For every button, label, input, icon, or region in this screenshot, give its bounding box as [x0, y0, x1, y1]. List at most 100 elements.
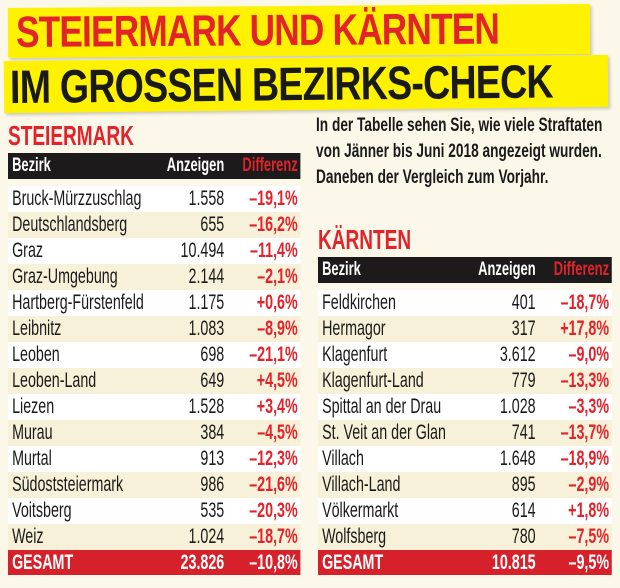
difference: –21,1%	[249, 343, 298, 366]
reports-count: 1.175	[188, 291, 225, 314]
difference: +4,5%	[256, 369, 298, 392]
reports-count: 986	[200, 473, 225, 496]
difference: –8,9%	[257, 317, 298, 340]
table-row: Hermagor 317 +17,8%	[318, 316, 612, 342]
reports-count: 913	[200, 447, 225, 470]
reports-count: 614	[511, 499, 536, 522]
reports-count: 1.528	[188, 395, 225, 418]
headline-line-2: IM GROSSEN BEZIRKS-CHECK	[9, 54, 554, 114]
difference: –13,3%	[560, 369, 610, 392]
difference: –13,7%	[560, 421, 610, 444]
difference: –3,3%	[568, 395, 610, 418]
district-name: Leoben-Land	[12, 369, 97, 392]
table-steiermark-content: STEIERMARK Bezirk Anzeigen Differenz Bruck-M…	[8, 120, 301, 575]
table-row: Leibnitz 1.083 –8,9%	[8, 316, 301, 342]
difference: –9,0%	[568, 343, 610, 366]
table-kaernten-content: KÄRNTEN Bezirk Anzeigen Differenz Feldkirche…	[318, 226, 612, 575]
difference: –18,7%	[560, 291, 610, 314]
reports-count: 741	[511, 421, 536, 444]
reports-count: 2.144	[188, 265, 225, 288]
reports-count: 1.083	[188, 317, 225, 340]
reports-count: 780	[511, 525, 536, 548]
district-name: Villach	[322, 447, 364, 470]
total-reports: 10.815	[491, 550, 536, 574]
district-name: Hermagor	[322, 317, 386, 340]
column-header: Anzeigen	[478, 259, 536, 280]
district-name: Villach-Land	[322, 473, 401, 496]
difference: +1,8%	[568, 499, 610, 522]
difference: –18,9%	[560, 447, 610, 470]
reports-count: 649	[200, 369, 225, 392]
difference: –16,2%	[249, 213, 298, 236]
reports-count: 1.648	[499, 447, 536, 470]
headline-line-1: STEIERMARK UND KÄRNTEN	[15, 4, 500, 57]
district-name: Leoben	[12, 343, 60, 366]
table-body: Bruck-Mürzzuschlag 1.558 –19,1% Deutschland…	[8, 186, 301, 550]
total-label: GESAMT	[322, 550, 384, 574]
table-row: Hartberg-Fürstenfeld 1.175 +0,6%	[8, 290, 301, 316]
region-title: KÄRNTEN	[318, 224, 412, 255]
reports-count: 535	[200, 499, 225, 522]
total-row: GESAMT 23.826 –10,8%	[8, 550, 301, 575]
difference: +17,8%	[560, 317, 610, 340]
difference: –18,7%	[249, 525, 298, 548]
table-body: Feldkirchen 401 –18,7% Hermagor 317 +17,8% Kla…	[318, 290, 612, 550]
difference: +3,4%	[256, 395, 298, 418]
district-name: Hartberg-Fürstenfeld	[12, 291, 144, 314]
table-row: Südoststeiermark 986 –21,6%	[8, 472, 301, 498]
table-header: Bezirk Anzeigen Differenz	[8, 153, 301, 179]
table-row: Wolfsberg 780 –7,5%	[318, 524, 612, 550]
difference: –11,4%	[250, 239, 298, 262]
difference: –2,9%	[568, 473, 610, 496]
table-row: Villach-Land 895 –2,9%	[318, 472, 612, 498]
difference: –12,3%	[249, 447, 298, 470]
difference: –19,1%	[249, 187, 298, 210]
reports-count: 1.558	[188, 187, 225, 210]
reports-count: 317	[511, 317, 536, 340]
column-header: Differenz	[242, 155, 298, 176]
table-row: Murtal 913 –12,3%	[8, 446, 301, 472]
district-name: Graz	[12, 239, 44, 262]
table-row: Voitsberg 535 –20,3%	[8, 498, 301, 524]
table-row: Klagenfurt 3.612 –9,0%	[318, 342, 612, 368]
district-name: Wolfsberg	[322, 525, 387, 548]
difference: –21,6%	[249, 473, 298, 496]
reports-count: 401	[511, 291, 536, 314]
district-name: Liezen	[12, 395, 55, 418]
reports-count: 1.028	[499, 395, 536, 418]
column-header: Bezirk	[322, 259, 361, 280]
table-row: Graz 10.494 –11,4%	[8, 238, 301, 264]
difference: –4,5%	[257, 421, 298, 444]
table-row: Völkermarkt 614 +1,8%	[318, 498, 612, 524]
district-name: Leibnitz	[12, 317, 62, 340]
district-name: Feldkirchen	[322, 291, 396, 314]
table-row: Deutschlandsberg 655 –16,2%	[8, 212, 301, 238]
district-name: Weiz	[12, 525, 44, 548]
reports-count: 384	[200, 421, 225, 444]
table-kaernten: KÄRNTEN Bezirk Anzeigen Differenz Feldkirche…	[318, 226, 620, 575]
district-name: Murtal	[12, 447, 52, 470]
district-name: Völkermarkt	[322, 499, 399, 522]
district-name: Bruck-Mürzzuschlag	[12, 187, 142, 210]
table-row: Liezen 1.528 +3,4%	[8, 394, 301, 420]
reports-count: 1.024	[188, 525, 225, 548]
column-header: Bezirk	[12, 155, 51, 176]
intro-text: In der Tabelle sehen Sie, wie viele Stra…	[316, 115, 603, 188]
headline-banner-1: STEIERMARK UND KÄRNTEN	[7, 3, 591, 59]
total-label: GESAMT	[12, 550, 74, 574]
difference: –7,5%	[568, 525, 610, 548]
district-name: Südoststeiermark	[12, 473, 124, 496]
table-row: Villach 1.648 –18,9%	[318, 446, 612, 472]
district-name: St. Veit an der Glan	[322, 421, 446, 444]
district-name: Murau	[12, 421, 53, 444]
table-row: Bruck-Mürzzuschlag 1.558 –19,1%	[8, 186, 301, 212]
district-name: Voitsberg	[12, 499, 72, 522]
total-reports: 23.826	[180, 550, 225, 574]
column-header: Differenz	[553, 259, 610, 280]
table-row: Feldkirchen 401 –18,7%	[318, 290, 612, 316]
region-title: STEIERMARK	[8, 120, 134, 151]
reports-count: 10.494	[180, 239, 225, 262]
table-row: Klagenfurt-Land 779 –13,3%	[318, 368, 612, 394]
table-row: Leoben-Land 649 +4,5%	[8, 368, 301, 394]
difference: –20,3%	[249, 499, 298, 522]
